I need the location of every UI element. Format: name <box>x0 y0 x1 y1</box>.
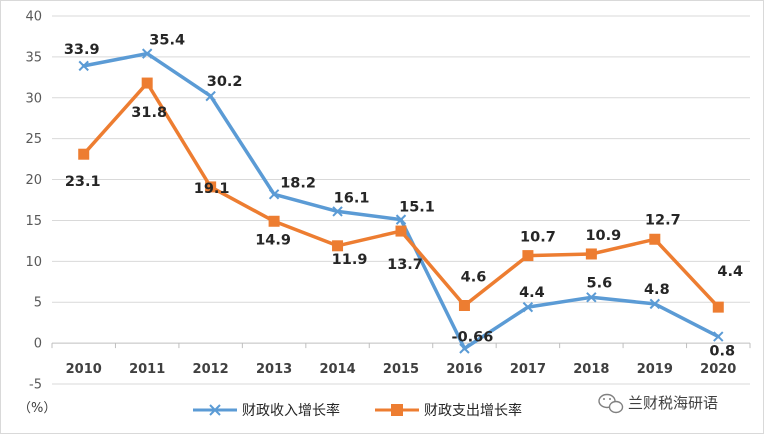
y-tick-label: 35 <box>25 50 42 65</box>
data-label: 15.1 <box>399 200 435 216</box>
data-point <box>522 301 534 313</box>
x-axis-ticks: 2010 2011 2012 2013 2014 2015 2016 2017 2018 2019… <box>66 362 737 377</box>
x-tick-label: 2015 <box>383 362 419 377</box>
data-point <box>395 225 407 237</box>
data-label: 30.2 <box>207 74 243 90</box>
y-tick-label: -5 <box>29 378 42 393</box>
data-label: 12.7 <box>645 212 681 228</box>
data-label: 18.2 <box>280 175 316 191</box>
data-label: 13.7 <box>387 257 423 273</box>
x-tick-label: 2017 <box>510 362 546 377</box>
legend-marker-square <box>391 404 403 416</box>
wechat-icon <box>598 393 624 414</box>
data-point <box>268 189 280 200</box>
unit-label: （%） <box>18 401 56 416</box>
legend-label-revenue: 财政收入增长率 <box>242 402 340 419</box>
data-point <box>586 292 597 303</box>
data-label: 31.8 <box>131 105 167 121</box>
legend-label-expenditure: 财政支出增长率 <box>424 402 522 419</box>
data-label: 35.4 <box>149 33 185 49</box>
y-tick-label: 5 <box>34 296 42 311</box>
y-tick-label: 20 <box>25 173 42 188</box>
data-point <box>649 233 661 245</box>
y-tick-label: 25 <box>25 132 42 147</box>
data-label: -0.66 <box>452 330 494 346</box>
y-axis-ticks: -5 0 5 10 15 20 25 30 35 40 <box>25 10 42 393</box>
series-line-expenditure <box>81 81 721 309</box>
watermark-text: 兰财税海研语 <box>628 394 718 412</box>
data-point <box>332 240 344 252</box>
data-point <box>141 77 153 89</box>
data-label: 19.1 <box>194 181 230 197</box>
data-labels: 33.9 35.4 30.2 18.2 16.1 15.1 -0.66 4.4 5.6 4.8 0.… <box>64 33 743 360</box>
data-label: 4.4 <box>519 285 545 301</box>
y-tick-label: 15 <box>25 214 42 229</box>
x-tick-label: 2013 <box>256 362 292 377</box>
data-point <box>78 60 89 72</box>
x-tick-label: 2012 <box>193 362 229 377</box>
x-tick-label: 2011 <box>129 362 165 377</box>
data-label: 4.8 <box>644 282 670 298</box>
data-point <box>141 48 153 59</box>
data-label: 4.4 <box>717 264 743 280</box>
y-tick-label: 30 <box>25 91 42 106</box>
watermark: 兰财税海研语 <box>598 393 718 414</box>
data-point <box>522 250 534 262</box>
y-tick-label: 40 <box>25 10 42 25</box>
data-point <box>205 181 217 193</box>
series-layer <box>78 48 724 354</box>
data-label: 5.6 <box>587 275 613 291</box>
data-point <box>395 214 407 225</box>
data-point <box>205 90 216 102</box>
data-point <box>458 299 470 311</box>
x-tick-label: 2020 <box>700 362 736 377</box>
x-tick-label: 2016 <box>446 362 482 377</box>
x-tick-label: 2019 <box>637 362 673 377</box>
data-label: 14.9 <box>255 232 291 248</box>
data-label: 0.8 <box>709 344 735 360</box>
data-label: 10.7 <box>520 230 556 246</box>
data-label: 16.1 <box>334 190 370 206</box>
data-point <box>585 248 597 260</box>
data-label: 11.9 <box>332 252 368 268</box>
x-tick-label: 2010 <box>66 362 102 377</box>
data-point <box>713 331 724 342</box>
data-point <box>78 148 90 160</box>
x-tick-label: 2014 <box>319 362 355 377</box>
data-point <box>268 215 280 227</box>
data-label: 4.6 <box>461 269 487 285</box>
data-label: 33.9 <box>64 42 100 58</box>
y-tick-label: 0 <box>34 337 42 352</box>
legend-marker-x <box>209 404 221 416</box>
data-point <box>649 298 661 310</box>
legend-item-revenue: 财政收入增长率 <box>193 402 340 419</box>
data-label: 23.1 <box>65 174 101 190</box>
data-point <box>712 301 724 313</box>
data-label: 10.9 <box>585 228 621 244</box>
data-point <box>332 206 343 217</box>
legend: 财政收入增长率 财政支出增长率 <box>193 402 522 419</box>
data-point <box>459 343 470 354</box>
x-tick-label: 2018 <box>573 362 609 377</box>
y-tick-label: 10 <box>25 255 42 270</box>
legend-item-expenditure: 财政支出增长率 <box>375 402 522 419</box>
